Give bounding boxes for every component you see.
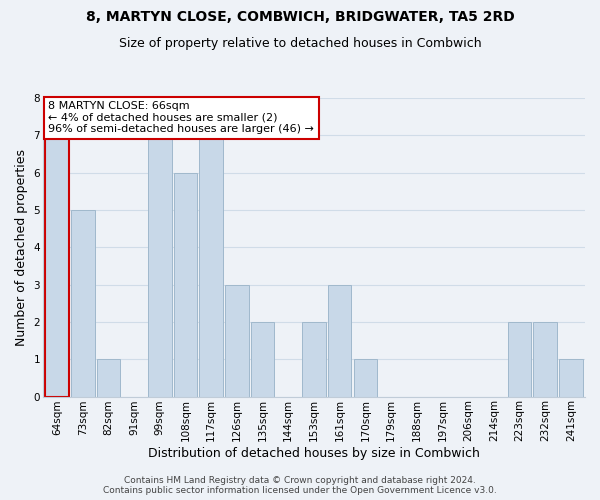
Bar xyxy=(353,359,377,397)
Bar xyxy=(45,136,69,396)
Bar xyxy=(174,172,197,396)
X-axis label: Distribution of detached houses by size in Combwich: Distribution of detached houses by size … xyxy=(148,447,480,460)
Bar xyxy=(559,359,583,397)
Text: Contains HM Land Registry data © Crown copyright and database right 2024.
Contai: Contains HM Land Registry data © Crown c… xyxy=(103,476,497,495)
Bar xyxy=(199,136,223,396)
Text: Size of property relative to detached houses in Combwich: Size of property relative to detached ho… xyxy=(119,38,481,51)
Text: 8 MARTYN CLOSE: 66sqm
← 4% of detached houses are smaller (2)
96% of semi-detach: 8 MARTYN CLOSE: 66sqm ← 4% of detached h… xyxy=(49,101,314,134)
Bar xyxy=(302,322,326,396)
Bar xyxy=(97,359,120,397)
Bar xyxy=(148,136,172,396)
Bar xyxy=(533,322,557,396)
Bar xyxy=(328,284,352,397)
Text: 8, MARTYN CLOSE, COMBWICH, BRIDGWATER, TA5 2RD: 8, MARTYN CLOSE, COMBWICH, BRIDGWATER, T… xyxy=(86,10,514,24)
Bar xyxy=(225,284,249,397)
Bar xyxy=(508,322,532,396)
Bar xyxy=(251,322,274,396)
Y-axis label: Number of detached properties: Number of detached properties xyxy=(15,149,28,346)
Bar xyxy=(71,210,95,396)
